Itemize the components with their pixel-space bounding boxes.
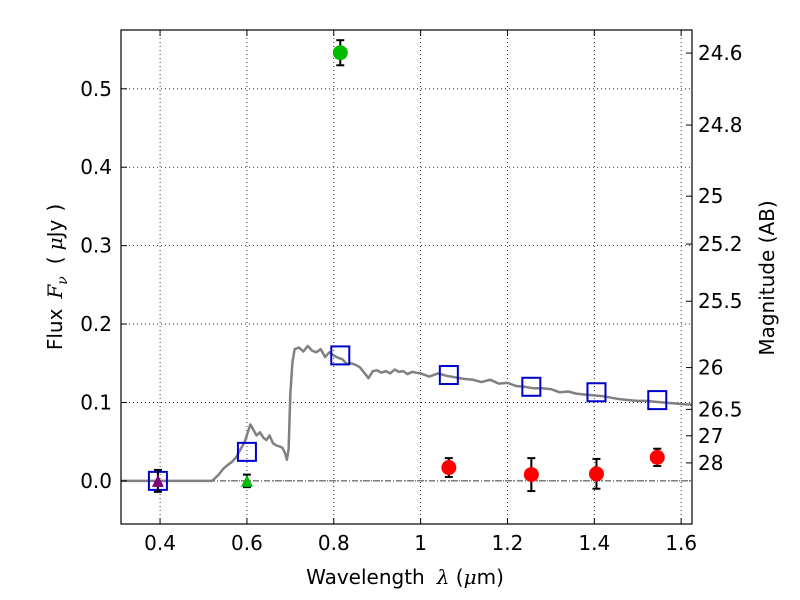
x-tick-label: 0.4 [144,531,176,555]
x-tick-label: 1.2 [492,531,524,555]
y-tick-label: 0.0 [80,469,112,493]
model-band-square [586,382,607,403]
series-layer [121,39,692,493]
x-tick-label: 1 [414,531,427,555]
tick-labels: 0.4 0.6 0.8 1 1.2 1.4 1.6 0.0 0.1 0.2 0.3 0.4 0.5 24.… [80,41,742,555]
series-model_sed [121,344,692,483]
series-green_upper_limit [240,473,253,489]
y2-tick-label: 25.2 [698,232,743,256]
upper-limit-triangle [240,474,253,487]
y2-tick-label: 27 [698,424,723,448]
model-band-square [647,390,668,411]
y2-tick-label: 25 [698,184,723,208]
y-tick-label: 0.3 [80,234,112,258]
series-red_detections [441,447,665,493]
upper-limit-triangle [151,474,164,487]
series-green_detection [332,39,348,67]
series-purple_upper_limit [151,468,164,493]
x-axis-label: Wavelength λ (μm) [306,565,504,589]
detection-point [588,466,604,482]
x-tick-label: 0.8 [318,531,350,555]
y2-tick-label: 26.5 [698,397,743,421]
y-axis-label: FluxFν(μJy) [43,204,71,350]
y2-axis-label: Magnitude (AB) [755,200,779,355]
detection-point [441,460,457,476]
x-tick-label: 0.6 [231,531,263,555]
detection-point [649,449,665,465]
y-tick-label: 0.2 [80,312,112,336]
y2-tick-label: 26 [698,356,723,380]
model-band-square [236,441,257,462]
y-tick-label: 0.1 [80,390,112,414]
model-band-square [438,365,459,386]
detection-point [523,467,539,483]
model-band-square [521,376,542,397]
x-tick-label: 1.4 [578,531,610,555]
model-band-square [330,345,351,366]
y2-tick-label: 25.5 [698,289,743,313]
y2-tick-label: 24.8 [698,113,743,137]
plot-frame [120,29,693,525]
y2-tick-label: 28 [698,451,723,475]
detection-point [332,45,348,61]
sed-model-line [121,344,692,483]
y2-tick-label: 24.6 [698,41,743,65]
y-tick-label: 0.4 [80,155,112,179]
tick-marks [121,30,692,524]
x-tick-label: 1.6 [665,531,697,555]
y-tick-label: 0.5 [80,77,112,101]
